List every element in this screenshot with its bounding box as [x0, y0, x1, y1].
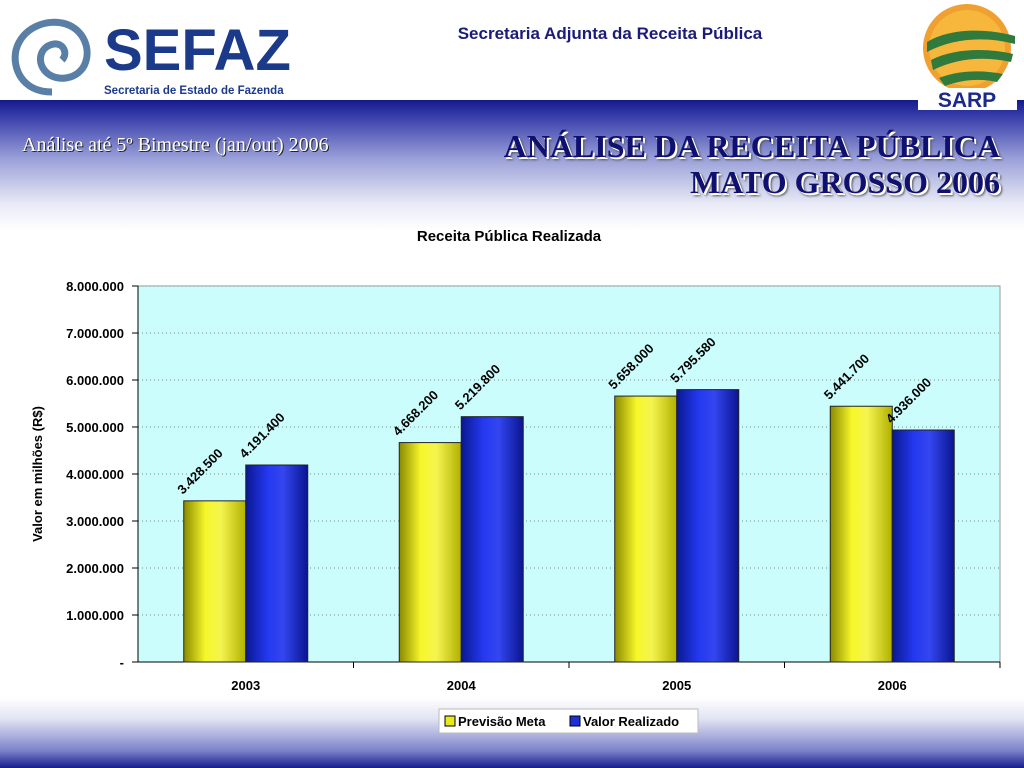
y-tick-label: 6.000.000: [66, 373, 124, 388]
y-tick-label: 3.000.000: [66, 514, 124, 529]
legend-swatch: [444, 715, 456, 727]
sarp-logo-text: SARP: [938, 89, 996, 112]
bar: [829, 405, 893, 663]
y-tick-label: 7.000.000: [66, 326, 124, 341]
y-tick-label: 8.000.000: [66, 279, 124, 294]
bar: [891, 429, 955, 663]
y-tick-label: 5.000.000: [66, 420, 124, 435]
x-tick-label: 2006: [878, 678, 907, 693]
slide-title-line1: ANÁLISE DA RECEITA PÚBLICA: [503, 128, 1000, 164]
y-tick-label: 2.000.000: [66, 561, 124, 576]
bar: [460, 416, 524, 663]
y-axis-label: Valor em milhões (R$): [30, 406, 45, 542]
x-tick-label: 2005: [662, 678, 691, 693]
org-title: Secretaria Adjunta da Receita Pública: [457, 24, 763, 43]
x-tick-label: 2003: [231, 678, 260, 693]
logo-sub: Secretaria de Estado de Fazenda: [104, 85, 284, 97]
bar: [245, 464, 309, 663]
bar: [676, 389, 740, 663]
bar: [614, 395, 678, 663]
slide-title: ANÁLISE DA RECEITA PÚBLICA MATO GROSSO 2…: [504, 128, 1000, 200]
chart-title: Receita Pública Realizada: [417, 228, 602, 245]
logo-name: SEFAZ: [104, 18, 291, 83]
y-tick-label: -: [120, 655, 124, 670]
x-tick-label: 2004: [447, 678, 477, 693]
sarp-logo: SARP: [918, 4, 1017, 112]
sun-icon: [923, 4, 1015, 92]
legend-swatch: [569, 715, 581, 727]
bar: [398, 442, 462, 663]
legend-box: [438, 708, 699, 734]
y-tick-label: 4.000.000: [66, 467, 124, 482]
header-gradient-band: [0, 100, 1024, 230]
slide-subtitle: Análise até 5º Bimestre (jan/out) 2006: [22, 134, 329, 156]
bar: [183, 500, 247, 663]
slide-title-line2: MATO GROSSO 2006: [690, 164, 1000, 200]
legend-label: Valor Realizado: [583, 714, 679, 729]
legend-label: Previsão Meta: [458, 714, 546, 729]
sefaz-logo: SEFAZ Secretaria de Estado de Fazenda: [11, 18, 291, 97]
legend: Previsão Meta Valor Realizado: [438, 708, 699, 734]
y-tick-label: 1.000.000: [66, 608, 124, 623]
spiral-icon: [11, 18, 91, 96]
